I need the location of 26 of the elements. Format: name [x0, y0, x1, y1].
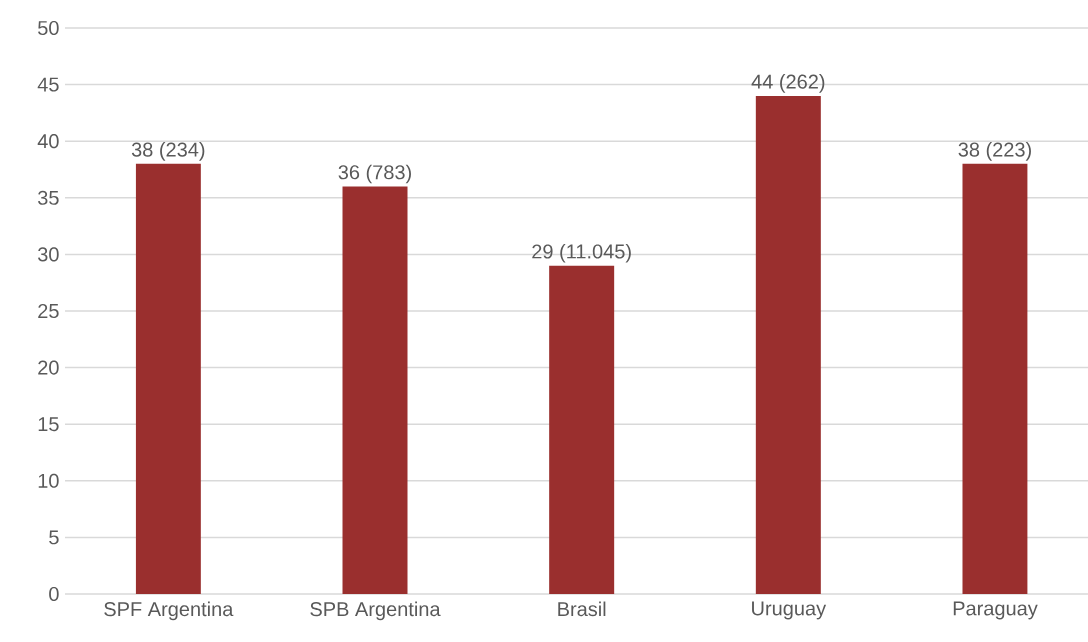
y-tick-label: 15: [38, 417, 59, 432]
y-tick-label: 20: [38, 360, 59, 375]
x-tick-label: Uruguay: [752, 601, 827, 620]
data-label: 44 (262): [751, 74, 825, 93]
bar: [342, 186, 408, 594]
y-tick-label: 25: [38, 303, 59, 319]
data-label: 29 (11.045): [532, 243, 631, 263]
y-tick-label: 45: [37, 77, 59, 92]
y-tick-label: 50: [38, 20, 59, 36]
y-tick-label: 40: [37, 134, 59, 149]
y-tick-label: 35: [38, 190, 59, 205]
bar: [755, 95, 821, 594]
x-tick-label: SPB Argentina: [310, 601, 441, 621]
bar: [135, 163, 201, 594]
x-tick-label: Paraguay: [953, 601, 1038, 620]
y-tick-label: 30: [38, 247, 59, 262]
y-tick-label: 0: [49, 586, 59, 602]
data-label: 36 (783): [338, 164, 411, 184]
data-label: 38 (234): [131, 142, 205, 161]
x-tick-label: Brasil: [558, 601, 606, 617]
y-tick-label: 10: [38, 473, 59, 488]
data-label: 38 (223): [958, 142, 1031, 161]
y-tick-label: 5: [49, 530, 59, 545]
x-tick-label: SPF Argentina: [104, 601, 234, 621]
bar: [962, 163, 1028, 594]
bar: [549, 265, 615, 594]
